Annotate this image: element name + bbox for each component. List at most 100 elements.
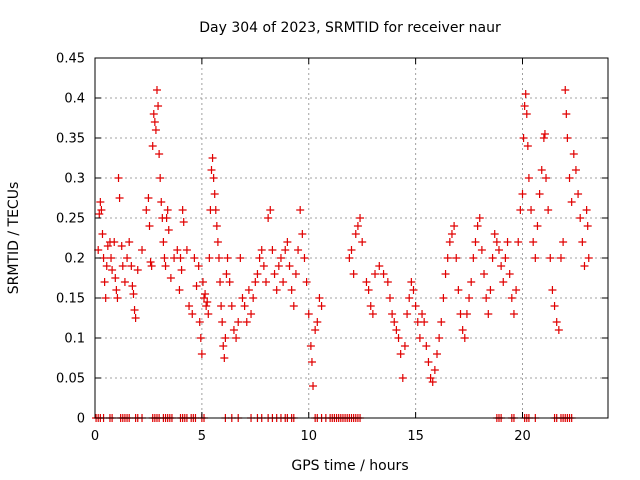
data-point	[100, 278, 109, 286]
x-tick-label: 10	[300, 429, 317, 444]
data-point	[162, 214, 171, 222]
data-point	[128, 282, 137, 290]
data-point	[213, 238, 222, 246]
data-point	[188, 310, 197, 318]
data-point	[242, 318, 251, 326]
data-point	[307, 358, 316, 366]
data-point	[216, 278, 225, 286]
data-point	[283, 238, 292, 246]
data-point	[486, 286, 495, 294]
data-point	[512, 286, 521, 294]
data-point	[138, 246, 147, 254]
data-point	[509, 310, 518, 318]
y-tick-label: 0.3	[64, 172, 85, 187]
data-point	[490, 230, 499, 238]
data-point	[221, 334, 230, 342]
data-point	[196, 334, 205, 342]
data-point	[97, 206, 106, 214]
data-point	[195, 318, 204, 326]
data-point	[163, 206, 172, 214]
data-point	[467, 278, 476, 286]
data-point	[454, 286, 463, 294]
data-point	[203, 298, 212, 306]
data-point	[211, 206, 220, 214]
data-point	[435, 334, 444, 342]
data-point	[571, 166, 580, 174]
data-point	[173, 246, 182, 254]
data-point	[443, 254, 452, 262]
y-tick-label: 0.2	[64, 252, 85, 267]
data-point	[218, 318, 227, 326]
data-point	[445, 238, 454, 246]
data-point	[146, 258, 155, 266]
data-point	[142, 206, 151, 214]
data-point	[251, 278, 260, 286]
data-point	[567, 198, 576, 206]
y-tick-label: 0.05	[56, 372, 85, 387]
data-point	[400, 342, 409, 350]
axis-ticks: 0 0.05 0.1 0.15 0.2 0.25 0.3 0.35 0.4 0.45 0 5 10 15 2…	[56, 52, 608, 444]
data-point	[347, 246, 356, 254]
data-point	[450, 222, 459, 230]
data-point	[219, 342, 228, 350]
data-point	[527, 206, 536, 214]
y-tick-label: 0.4	[64, 92, 85, 107]
y-tick-label: 0.35	[56, 132, 85, 147]
data-point	[294, 246, 303, 254]
y-tick-label: 0.25	[56, 212, 85, 227]
data-point	[428, 378, 437, 386]
data-point	[388, 310, 397, 318]
data-point	[563, 134, 572, 142]
data-point	[179, 218, 188, 226]
data-point	[198, 278, 207, 286]
data-point	[519, 134, 528, 142]
data-point	[550, 302, 559, 310]
data-point	[458, 326, 467, 334]
data-point	[131, 314, 140, 322]
data-point	[217, 302, 226, 310]
data-point	[584, 254, 593, 262]
data-point	[159, 238, 168, 246]
data-point	[274, 262, 283, 270]
data-point	[576, 214, 585, 222]
data-point	[304, 310, 313, 318]
data-point	[366, 302, 375, 310]
data-point	[176, 254, 185, 262]
data-point	[422, 342, 431, 350]
data-point	[130, 306, 139, 314]
data-point	[182, 246, 191, 254]
data-point	[426, 374, 435, 382]
data-point	[223, 254, 232, 262]
data-point	[270, 270, 279, 278]
chart-title: Day 304 of 2023, SRMTID for receiver nau…	[199, 20, 501, 36]
data-point	[166, 274, 175, 282]
data-point	[240, 302, 249, 310]
data-point	[164, 226, 173, 234]
x-axis-label: GPS time / hours	[291, 458, 408, 474]
data-point	[385, 294, 394, 302]
data-point	[574, 190, 583, 198]
data-point	[220, 354, 229, 362]
data-point	[202, 302, 211, 310]
data-point	[420, 318, 429, 326]
data-point	[205, 254, 214, 262]
data-point	[362, 278, 371, 286]
data-point	[247, 310, 256, 318]
data-point	[375, 262, 384, 270]
data-point	[473, 222, 482, 230]
data-point	[151, 126, 160, 134]
data-point	[462, 310, 471, 318]
data-point	[562, 110, 571, 118]
x-tick-label: 0	[91, 429, 99, 444]
data-point	[185, 302, 194, 310]
data-point	[133, 266, 142, 274]
data-point	[583, 222, 592, 230]
data-point	[430, 366, 439, 374]
data-point	[371, 270, 380, 278]
data-point	[480, 270, 489, 278]
data-point	[300, 254, 309, 262]
data-point	[407, 278, 416, 286]
data-point	[364, 286, 373, 294]
data-point	[533, 222, 542, 230]
data-point	[249, 294, 258, 302]
